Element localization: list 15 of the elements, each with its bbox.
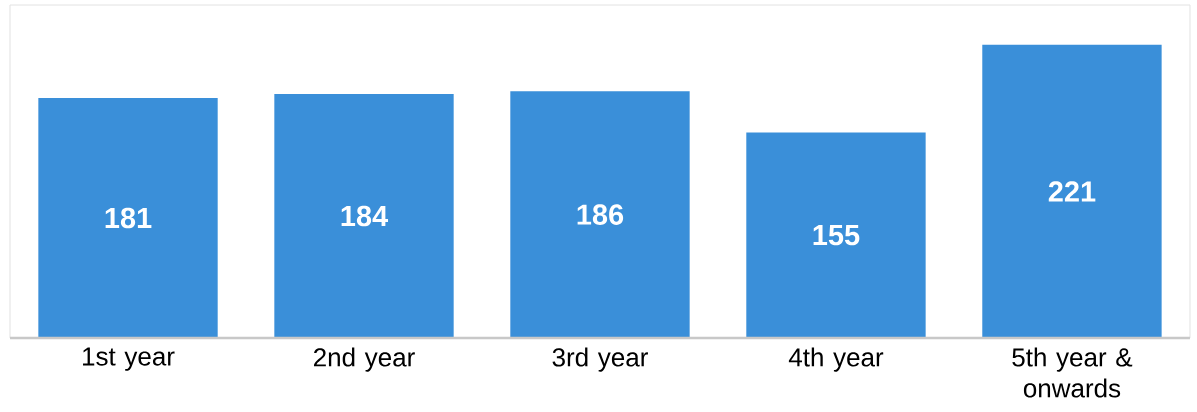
data-label: 221	[1048, 181, 1096, 202]
data-label: 186	[577, 204, 624, 225]
data-label: 184	[341, 205, 389, 227]
x-tick-label: 1st year	[83, 347, 175, 371]
bar	[38, 97, 218, 338]
bar	[982, 44, 1162, 338]
x-tick-label: 4th year	[788, 347, 884, 372]
bar	[510, 91, 690, 338]
x-tick-label: 2nd year	[313, 347, 415, 372]
bar	[274, 93, 454, 338]
bar	[746, 132, 926, 338]
x-tick-label: 3rd year	[552, 347, 648, 372]
data-label: 155	[813, 225, 860, 246]
x-tick-label: 5th year & onwards	[1012, 347, 1133, 398]
data-label: 181	[105, 207, 152, 229]
